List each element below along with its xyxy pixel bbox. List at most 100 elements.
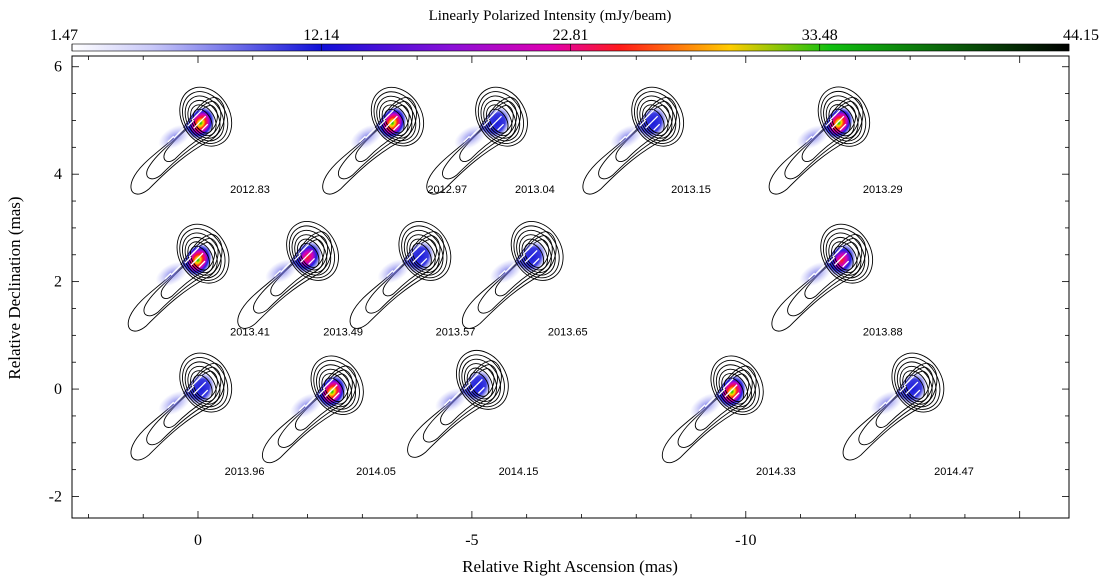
evpa-tick — [386, 269, 394, 277]
core-contour — [710, 355, 764, 415]
evpa-tick — [911, 381, 919, 389]
core-contour — [398, 221, 452, 281]
evpa-tick — [359, 135, 366, 143]
evpa-tick — [489, 121, 497, 129]
evpa-tick — [905, 387, 913, 395]
evpa-tick — [324, 390, 332, 398]
evpa-tick — [805, 135, 813, 143]
x-tick-label: 0 — [194, 532, 202, 549]
epoch-label: 2013.88 — [863, 326, 903, 338]
x-tick-label: -5 — [465, 532, 478, 549]
epoch-map-2013-29 — [768, 86, 871, 195]
evpa-tick — [195, 375, 203, 383]
core-contour — [461, 358, 501, 405]
core-contour — [820, 223, 874, 284]
core-contour — [373, 91, 421, 144]
core-contour — [299, 243, 320, 268]
evpa-tick — [732, 392, 740, 400]
evpa-tick — [306, 249, 314, 257]
core-contour — [176, 223, 230, 284]
y-tick-label: 0 — [54, 381, 62, 398]
evpa-tick — [839, 123, 847, 131]
evpa-tick — [393, 123, 400, 131]
core-contour — [313, 359, 360, 413]
core-contour — [286, 221, 339, 281]
epoch-label: 2013.41 — [230, 326, 270, 338]
core-contour — [291, 229, 332, 276]
evpa-tick — [651, 115, 659, 123]
evpa-tick — [187, 119, 195, 127]
evpa-tick — [294, 253, 302, 261]
x-tick-label: -10 — [735, 532, 756, 549]
evpa-tick — [418, 249, 426, 257]
core-contour — [378, 100, 413, 139]
core-contour — [823, 95, 863, 142]
epoch-label: 2012.97 — [427, 184, 467, 196]
core-contour — [190, 245, 210, 271]
core-contour — [513, 225, 560, 279]
epoch-label: 2014.33 — [756, 466, 796, 478]
evpa-tick — [308, 257, 316, 265]
epoch-map-2013-15 — [582, 86, 685, 195]
evpa-tick — [619, 135, 627, 143]
core-contour — [521, 238, 548, 271]
core-contour — [296, 238, 324, 271]
evpa-tick — [308, 396, 316, 404]
core-contour — [713, 359, 760, 413]
evpa-tick — [396, 261, 404, 269]
core-contour — [524, 243, 545, 268]
evpa-tick — [420, 257, 428, 265]
evpa-tick — [177, 393, 185, 401]
evpa-tick — [187, 385, 195, 393]
evpa-tick — [899, 385, 907, 393]
evpa-tick — [718, 388, 726, 396]
evpa-tick — [530, 249, 538, 257]
core-contour — [896, 361, 937, 408]
core-contour — [518, 234, 552, 274]
evpa-tick — [391, 115, 398, 123]
core-contour — [631, 86, 685, 147]
evpa-tick — [818, 264, 826, 272]
evpa-tick — [199, 115, 207, 123]
core-contour — [318, 368, 353, 408]
evpa-tick — [330, 384, 338, 392]
evpa-tick — [526, 243, 534, 251]
evpa-tick — [190, 258, 198, 266]
core-contour — [899, 365, 933, 405]
core-contour — [718, 368, 752, 408]
evpa-tick — [837, 115, 845, 123]
core-contour — [179, 352, 233, 413]
evpa-tick — [833, 109, 841, 117]
evpa-tick — [201, 389, 209, 397]
evpa-tick — [491, 109, 499, 117]
evpa-tick — [414, 243, 422, 251]
evpa-tick — [463, 135, 471, 143]
evpa-tick — [879, 401, 887, 409]
y-tick-label: 2 — [54, 274, 62, 291]
core-contour — [828, 104, 855, 137]
core-contour — [288, 225, 336, 279]
epoch-label: 2013.15 — [671, 184, 711, 196]
evpa-tick — [412, 255, 420, 263]
core-contour — [184, 236, 218, 276]
evpa-tick — [825, 119, 833, 127]
epoch-label: 2014.05 — [356, 466, 396, 478]
evpa-tick — [184, 256, 192, 264]
epoch-map-2013-65 — [461, 221, 564, 329]
core-contour — [192, 108, 213, 134]
epoch-label: 2013.04 — [515, 184, 555, 196]
core-contour — [475, 86, 528, 147]
evpa-tick — [284, 261, 292, 269]
evpa-tick — [167, 401, 175, 409]
colorbar-title: Linearly Polarized Intensity (mJy/beam) — [429, 8, 672, 24]
x-axis-title: Relative Right Ascension (mas) — [462, 557, 678, 576]
epoch-map-2013-57 — [349, 221, 452, 329]
core-contour — [485, 104, 513, 137]
epoch-map-2014-05 — [262, 355, 364, 464]
evpa-tick — [483, 119, 491, 127]
core-contour — [411, 243, 432, 268]
evpa-tick — [192, 246, 200, 254]
evpa-tick — [196, 252, 204, 260]
evpa-tick — [629, 127, 637, 135]
colorbar-tick-label: 33.48 — [802, 27, 838, 44]
